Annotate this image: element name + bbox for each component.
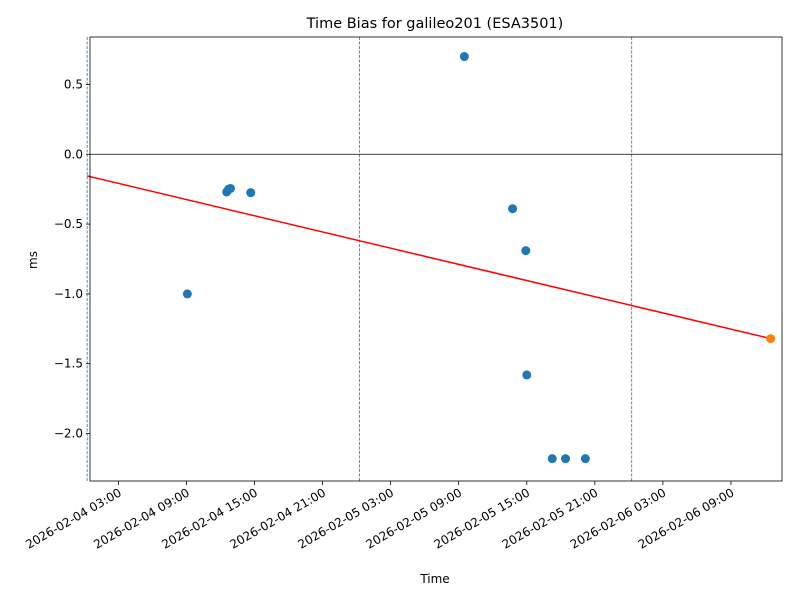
data-point: [547, 454, 557, 464]
y-tick-label: 0.0: [64, 147, 83, 161]
y-tick-label: −2.0: [54, 427, 83, 441]
chart-title: Time Bias for galileo201 (ESA3501): [306, 16, 564, 32]
y-tick-label: 0.5: [64, 77, 83, 91]
trend-line: [86, 175, 771, 340]
data-point: [182, 289, 192, 299]
axes-frame: [89, 36, 783, 482]
y-tick-label: −1.5: [54, 357, 83, 371]
data-point: [225, 183, 235, 193]
data-point: [561, 454, 571, 464]
y-axis-label: ms: [26, 251, 40, 269]
x-axis-label: Time: [419, 572, 449, 586]
data-point: [522, 370, 532, 380]
data-point: [246, 188, 256, 198]
y-tick-label: −0.5: [54, 217, 83, 231]
y-tick-label: −1.0: [54, 287, 83, 301]
data-point: [508, 204, 518, 214]
data-point: [580, 454, 590, 464]
prediction-point: [766, 334, 776, 344]
data-point: [459, 52, 469, 62]
data-point: [521, 246, 531, 256]
plot-area: [86, 37, 782, 481]
